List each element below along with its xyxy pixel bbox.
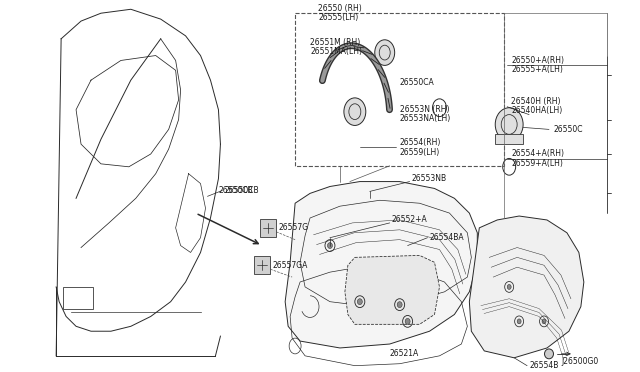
Ellipse shape [517,319,521,324]
Ellipse shape [545,349,554,359]
Bar [63,287,93,309]
Text: 26555+A(LH): 26555+A(LH) [511,65,563,74]
Text: 26551M (RH): 26551M (RH) [310,38,360,47]
Text: 26559+A(LH): 26559+A(LH) [511,159,563,169]
Text: 26551MA(LH): 26551MA(LH) [310,47,362,56]
Text: 26550CA: 26550CA [399,78,435,87]
Text: 26553NB: 26553NB [412,174,447,183]
Text: 26554+A(RH): 26554+A(RH) [511,150,564,158]
Text: J26500G0: J26500G0 [561,357,599,366]
Ellipse shape [405,318,410,324]
Bar [495,134,523,144]
Text: 26521A: 26521A [390,349,419,358]
Text: 26554B: 26554B [529,361,559,370]
Bar [295,13,504,166]
Text: 26550 (RH): 26550 (RH) [318,4,362,13]
Text: 26550C: 26550C [554,125,584,134]
Text: 26555(LH): 26555(LH) [318,13,358,22]
Text: 26554(RH): 26554(RH) [399,138,441,147]
Ellipse shape [495,108,523,141]
Ellipse shape [344,98,366,125]
Ellipse shape [357,299,362,305]
Polygon shape [285,182,477,348]
Text: 26550+A(RH): 26550+A(RH) [511,56,564,65]
Text: 26559(LH): 26559(LH) [399,148,440,157]
Ellipse shape [375,40,395,65]
Ellipse shape [507,285,511,289]
Text: 26550CB: 26550CB [225,186,259,195]
Text: 26540H (RH): 26540H (RH) [511,97,561,106]
FancyBboxPatch shape [254,256,270,274]
FancyBboxPatch shape [260,219,276,237]
Text: 26557GA: 26557GA [272,261,308,270]
Polygon shape [469,216,584,358]
Polygon shape [345,256,440,324]
Text: 26554BA: 26554BA [429,233,464,242]
Text: 26557G: 26557G [278,223,308,232]
Text: 26550CB: 26550CB [218,186,253,195]
Ellipse shape [397,302,402,308]
Text: 26540HA(LH): 26540HA(LH) [511,106,563,115]
Ellipse shape [328,243,332,248]
Ellipse shape [542,319,546,324]
Text: 26553NA(LH): 26553NA(LH) [399,114,451,123]
Text: 26553N (RH): 26553N (RH) [399,105,449,114]
Text: 26552+A: 26552+A [392,215,428,224]
